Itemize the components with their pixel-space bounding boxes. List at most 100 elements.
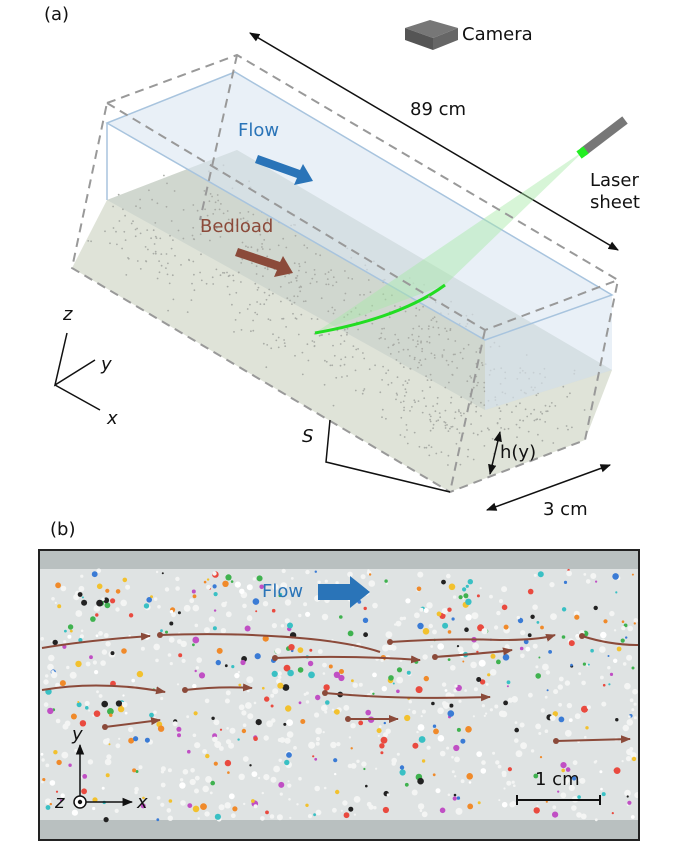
grain (175, 586, 180, 591)
grain (277, 244, 280, 247)
grain (403, 436, 406, 438)
grain (204, 627, 210, 634)
grain (251, 799, 255, 803)
grain (213, 761, 218, 766)
grain (472, 642, 479, 650)
grain (234, 319, 237, 321)
grain (242, 712, 246, 716)
grain (458, 410, 460, 413)
grain (128, 613, 134, 618)
grain (192, 643, 195, 647)
grain (247, 689, 250, 693)
grain (160, 766, 166, 772)
grain (581, 705, 588, 713)
grain (435, 420, 438, 422)
grain (548, 650, 552, 654)
grain (626, 654, 633, 661)
grain (475, 405, 478, 408)
grain (489, 708, 493, 712)
grain (361, 392, 364, 395)
grain (327, 271, 330, 273)
grain (308, 671, 315, 679)
grain (71, 809, 78, 816)
grain (242, 756, 249, 762)
grain (263, 735, 269, 741)
grain (447, 364, 450, 366)
grain (453, 744, 460, 752)
trajectory (324, 692, 491, 702)
grain (68, 763, 72, 767)
grain (56, 759, 62, 766)
grain (242, 723, 247, 727)
grain (169, 621, 174, 626)
grain (566, 570, 572, 577)
grain (262, 342, 265, 345)
grain (330, 741, 337, 749)
grain (445, 330, 448, 332)
grain (211, 716, 215, 720)
grain (392, 682, 395, 685)
grain (441, 608, 448, 615)
grain (411, 333, 414, 336)
grain (278, 675, 282, 679)
grain (277, 336, 280, 339)
grain (434, 410, 437, 413)
grain (414, 612, 420, 619)
grain (601, 792, 606, 797)
grain (63, 640, 67, 644)
grain (295, 277, 298, 279)
grain (435, 320, 438, 323)
grain (506, 780, 512, 786)
trajectory (581, 635, 638, 646)
grain (364, 314, 367, 317)
grain (607, 666, 611, 670)
grain (283, 722, 287, 726)
grain (545, 800, 548, 803)
grain (117, 705, 125, 713)
grain (261, 791, 264, 795)
grain (456, 367, 458, 369)
grain (511, 411, 513, 413)
grain (350, 310, 353, 313)
laser-sheet (315, 150, 585, 333)
grain (368, 368, 371, 371)
grain (205, 753, 210, 759)
grain (465, 726, 472, 733)
grain (258, 776, 261, 780)
grain (625, 636, 628, 639)
grain (476, 433, 479, 436)
grain (454, 684, 458, 688)
grain (536, 621, 540, 624)
grain (461, 357, 464, 360)
grain (381, 327, 383, 330)
grain (62, 723, 69, 730)
grain (136, 260, 139, 262)
grain (453, 793, 457, 797)
grain (560, 792, 567, 799)
grain (470, 661, 477, 669)
grain (252, 213, 255, 216)
grain (189, 598, 195, 604)
grain (245, 245, 247, 248)
grain (564, 729, 572, 737)
panel-label: (a) (44, 4, 69, 25)
grain (197, 817, 200, 820)
grain (170, 247, 173, 250)
axis-label: z (62, 304, 73, 325)
grain (249, 303, 251, 306)
grain (194, 669, 197, 673)
grain (163, 174, 165, 177)
grain (418, 445, 421, 448)
grain (192, 594, 197, 599)
grain (435, 452, 438, 455)
grain (420, 364, 423, 366)
grain (421, 759, 426, 763)
grain (112, 227, 115, 229)
grain (206, 584, 211, 590)
grain (45, 763, 50, 768)
grain (232, 274, 235, 277)
grain (103, 817, 109, 823)
grain (403, 395, 406, 397)
grain (253, 701, 257, 705)
grain (599, 646, 606, 653)
